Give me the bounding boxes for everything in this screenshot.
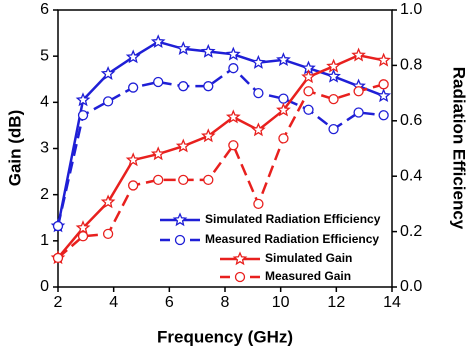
data-point (251, 122, 266, 137)
data-point (127, 82, 139, 93)
data-point (75, 92, 91, 107)
data-point (228, 140, 239, 151)
data-point (353, 107, 364, 118)
y2-tick-label: 0.0 (400, 278, 422, 295)
data-point (150, 146, 166, 161)
data-point (253, 87, 264, 99)
legend-marker (172, 212, 188, 227)
data-point (200, 128, 216, 143)
x-axis-label: Frequency (GHz) (157, 327, 293, 346)
y-tick-label: 4 (40, 94, 49, 111)
y-tick-label: 6 (40, 1, 49, 18)
data-point (303, 86, 314, 97)
data-point (326, 68, 341, 83)
y2-axis-label: Radiation Efficiency (450, 67, 469, 230)
y2-tick-label: 1.0 (400, 1, 422, 18)
data-point (125, 152, 141, 167)
data-point (328, 93, 339, 105)
x-tick-label: 12 (327, 294, 345, 311)
y-axis-label: Gain (dB) (5, 110, 24, 187)
data-point (102, 228, 114, 240)
data-point (125, 49, 141, 64)
data-point (127, 180, 139, 191)
y-tick-label: 0 (40, 278, 49, 295)
data-point (301, 69, 316, 84)
data-point (378, 79, 389, 90)
data-point (328, 123, 339, 135)
plot-frame (57, 9, 393, 288)
y2-tick-label: 0.2 (400, 223, 422, 240)
data-point (178, 174, 189, 186)
series-line (57, 53, 384, 259)
data-point (52, 252, 64, 264)
x-tick-label: 10 (272, 294, 290, 311)
data-point (276, 52, 291, 67)
data-point (276, 102, 291, 117)
x-tick-label: 14 (383, 294, 401, 311)
data-point (75, 220, 91, 235)
y2-tick-label: 0.4 (400, 167, 422, 184)
y-tick-label: 2 (40, 186, 49, 203)
y-tick-label: 5 (40, 47, 49, 64)
legend-label: Measured Radiation Efficiency (205, 232, 379, 246)
y2-tick-label: 0.6 (400, 112, 422, 129)
data-point (225, 109, 241, 124)
data-point (77, 231, 89, 242)
data-point (178, 81, 189, 92)
data-point (376, 88, 392, 103)
legend-marker (232, 251, 248, 266)
data-point (228, 63, 239, 74)
data-point (225, 46, 241, 61)
legend-label: Simulated Gain (265, 251, 352, 265)
data-point (278, 93, 289, 104)
data-point (376, 52, 392, 67)
data-point (203, 174, 214, 186)
x-tick-label: 8 (221, 294, 230, 311)
x-tick-label: 2 (54, 294, 63, 311)
data-point (153, 174, 164, 186)
legend-label: Measured Gain (265, 269, 351, 283)
data-point (175, 138, 191, 153)
data-point (253, 198, 264, 210)
legend-label: Simulated Radiation Efficiency (205, 212, 381, 226)
data-point (326, 58, 341, 73)
legend-marker (234, 271, 246, 283)
data-point (251, 54, 266, 69)
data-point (200, 43, 216, 58)
y2-tick-label: 0.8 (400, 57, 422, 74)
data-point (52, 220, 64, 232)
data-point (153, 76, 164, 88)
data-point (102, 96, 114, 107)
data-point (353, 86, 364, 97)
x-tick-label: 6 (165, 294, 174, 311)
data-point (351, 47, 366, 62)
data-point (278, 133, 289, 144)
data-point (203, 81, 214, 92)
data-point (100, 66, 116, 80)
data-point (100, 194, 116, 209)
data-point (378, 110, 389, 121)
data-point (303, 104, 314, 115)
y-tick-label: 3 (40, 140, 49, 157)
x-tick-label: 4 (109, 294, 118, 311)
legend-marker (174, 234, 186, 246)
y-tick-label: 1 (40, 232, 49, 249)
data-point (150, 34, 166, 49)
data-point (77, 110, 89, 121)
data-point (175, 41, 191, 55)
